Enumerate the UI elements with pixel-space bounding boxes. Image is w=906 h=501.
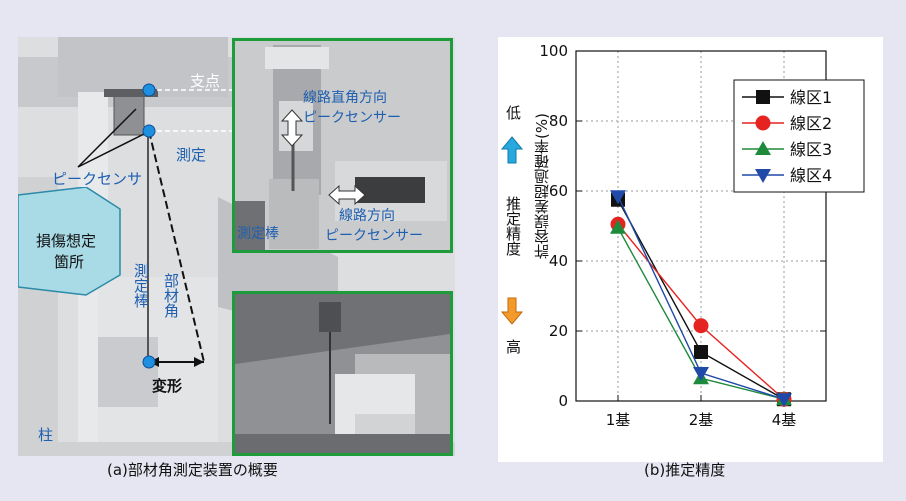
data-point xyxy=(693,318,709,334)
x-tick-label: 1基 xyxy=(606,411,631,429)
vertical-arrow-icon xyxy=(281,109,303,147)
up-arrow-icon xyxy=(501,136,523,164)
perp-sensor-label-1: 線路直角方向 xyxy=(303,90,387,106)
legend: 線区1 線区2 線区3 線区4 xyxy=(733,79,865,193)
legend-marker xyxy=(755,115,771,131)
legend-label: 線区4 xyxy=(790,166,832,185)
legend-marker xyxy=(755,141,771,155)
y-tick-label: 80 xyxy=(549,112,568,130)
x-tick-label: 4基 xyxy=(772,411,797,429)
device-photo: 損傷想定 箇所 支点 測定 ピークセンサ 測定棒 部材角 変形 柱 xyxy=(18,37,455,456)
measure-label: 測定 xyxy=(176,146,207,164)
damage-area-label-1: 損傷想定 xyxy=(36,232,97,250)
inset-rod-label: 測定棒 xyxy=(237,226,279,242)
legend-label: 線区1 xyxy=(790,88,832,107)
annotation-overlay xyxy=(77,83,263,369)
track-sensor-label-2: ピークセンサー xyxy=(325,228,423,244)
data-point xyxy=(694,345,708,359)
inset-photo-sensors: 線路直角方向 ピークセンサー 測定棒 線路方向 ピークセンサー xyxy=(232,38,453,253)
horizontal-arrow-icon xyxy=(328,185,366,205)
y-tick-label: 20 xyxy=(549,322,568,340)
legend-label: 線区3 xyxy=(790,140,832,159)
data-point xyxy=(610,190,626,205)
y-axis-label: 許容誤差超過確率(%) xyxy=(533,113,551,259)
x-tick-label: 2基 xyxy=(689,411,714,429)
legend-box xyxy=(733,79,865,193)
measuring-rod-vertical-label: 測定棒 xyxy=(132,263,150,308)
data-point xyxy=(610,219,626,234)
y-tick-label: 100 xyxy=(539,42,568,60)
down-arrow-icon xyxy=(501,297,523,325)
plot-frame xyxy=(575,50,827,402)
y-tick-label: 60 xyxy=(549,182,568,200)
series-lines xyxy=(610,190,792,408)
legend-marker xyxy=(755,169,771,183)
track-sensor-label-1: 線路方向 xyxy=(339,208,395,224)
deformation-label: 変形 xyxy=(152,377,183,395)
damage-area-shape xyxy=(18,187,121,296)
damage-area-label-2: 箇所 xyxy=(54,253,85,271)
legend-label: 線区2 xyxy=(790,114,832,133)
data-point xyxy=(693,367,709,381)
peak-sensor-label: ピークセンサ xyxy=(52,170,143,188)
low-label: 低 xyxy=(504,105,522,120)
sensor-device-illustration xyxy=(235,41,450,250)
y-tick-label: 0 xyxy=(558,392,568,410)
inset-photo-installation xyxy=(232,291,453,456)
y-tick-label: 40 xyxy=(549,252,568,270)
accuracy-label: 推定精度 xyxy=(504,196,522,256)
right-caption: (b)推定精度 xyxy=(644,461,726,479)
legend-marker xyxy=(756,90,770,104)
installation-illustration xyxy=(235,294,450,453)
support-point-label: 支点 xyxy=(190,72,221,90)
chart-panel: 0 20 40 60 80 100 1基 2基 4基 線区1 線区2 線区3 線区4 低 推定精度 高… xyxy=(498,37,883,462)
left-caption: (a)部材角測定装置の概要 xyxy=(107,461,278,479)
line-chart: 0 20 40 60 80 100 1基 2基 4基 線区1 線区2 線区3 線区4 xyxy=(539,42,865,429)
perp-sensor-label-2: ピークセンサー xyxy=(303,110,401,126)
data-point xyxy=(776,393,792,408)
high-label: 高 xyxy=(504,339,522,354)
column-label: 柱 xyxy=(38,426,54,444)
member-angle-vertical-label: 部材角 xyxy=(162,273,180,318)
